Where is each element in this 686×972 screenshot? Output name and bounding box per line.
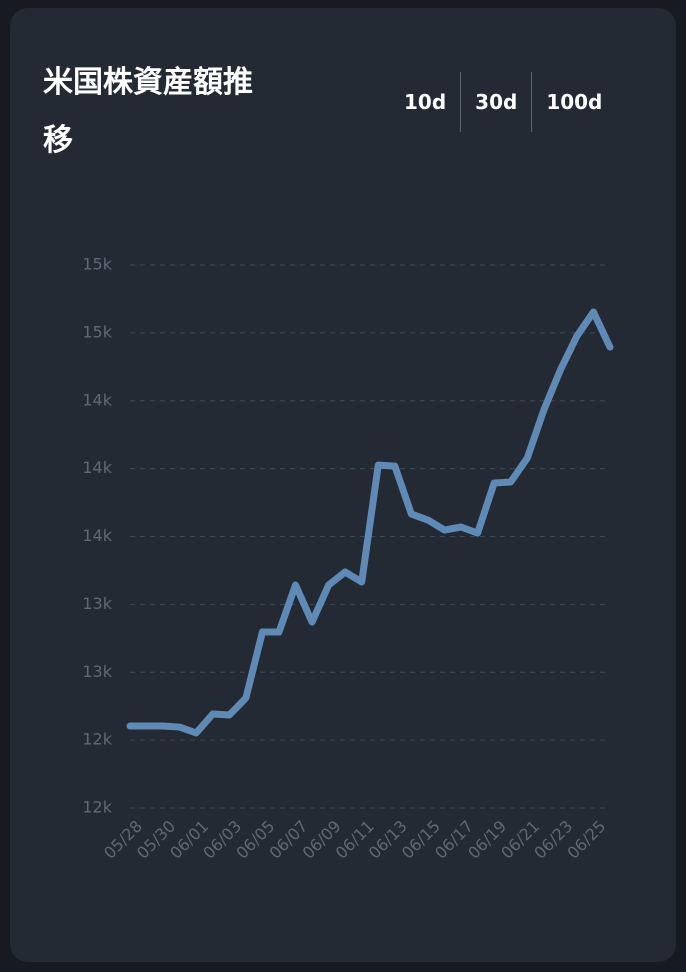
y-tick-label: 13k (82, 662, 112, 681)
y-tick-label: 12k (82, 798, 112, 817)
line-series (126, 308, 614, 737)
y-tick-label: 14k (82, 526, 112, 545)
range-button[interactable]: 30d (460, 72, 531, 132)
range-tabs: 10d 30d 100d (390, 72, 616, 132)
x-tick-label: 06/25 (563, 817, 609, 863)
y-tick-label: 13k (82, 594, 112, 613)
range-button[interactable]: 10d (404, 90, 447, 114)
y-tick-label: 15k (82, 255, 112, 274)
y-tick-label: 15k (82, 322, 112, 341)
y-tick-label: 14k (82, 458, 112, 477)
range-button[interactable]: 100d (531, 72, 616, 132)
card: 米国株資産額推移 10d 30d 100d (10, 8, 676, 962)
chart-title: 米国株資産額推移 (43, 65, 253, 158)
y-tick-label: 12k (82, 730, 112, 749)
y-tick-label: 14k (82, 390, 112, 409)
